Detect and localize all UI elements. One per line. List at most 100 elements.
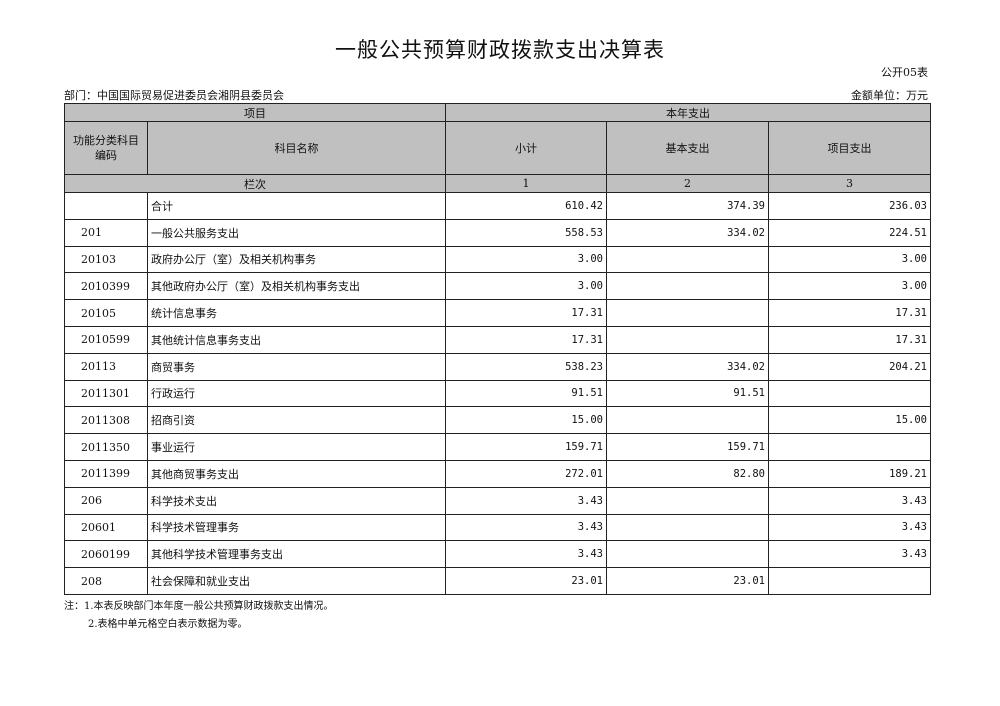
cell-basic: 374.39 xyxy=(606,192,769,220)
cell-basic: 334.02 xyxy=(606,352,769,381)
header-column-index: 栏次 xyxy=(64,174,446,193)
cell-basic xyxy=(606,325,769,354)
cell-project: 3.43 xyxy=(768,486,931,515)
cell-subtotal: 91.51 xyxy=(445,379,607,408)
cell-subtotal: 17.31 xyxy=(445,325,607,354)
header-current-year: 本年支出 xyxy=(445,103,931,122)
cell-name: 商贸事务 xyxy=(147,352,446,381)
cell-subtotal: 610.42 xyxy=(445,192,607,220)
cell-code: 2011350 xyxy=(64,433,148,461)
cell-name: 合计 xyxy=(147,192,446,220)
table-row: 合计 610.42 374.39 236.03 xyxy=(64,192,931,220)
cell-subtotal: 3.43 xyxy=(445,540,607,569)
notes: 注：1.本表反映部门本年度一般公共预算财政拨款支出情况。 2.表格中单元格空白表… xyxy=(64,598,334,634)
cell-code: 206 xyxy=(64,486,148,515)
cell-code xyxy=(64,192,148,220)
table-row: 20601 科学技术管理事务 3.43 3.43 xyxy=(64,513,931,542)
cell-subtotal: 3.43 xyxy=(445,486,607,515)
cell-project xyxy=(768,379,931,408)
cell-basic: 91.51 xyxy=(606,379,769,408)
cell-project: 3.00 xyxy=(768,272,931,301)
cell-basic xyxy=(606,513,769,542)
cell-subtotal: 558.53 xyxy=(445,218,607,247)
cell-name: 其他商贸事务支出 xyxy=(147,459,446,488)
header-func-code: 功能分类科目编码 xyxy=(64,121,148,175)
cell-basic: 334.02 xyxy=(606,218,769,247)
table-code: 公开05表 xyxy=(881,66,928,79)
cell-name: 其他政府办公厅（室）及相关机构事务支出 xyxy=(147,272,446,301)
table-row: 2011301 行政运行 91.51 91.51 xyxy=(64,379,931,408)
table-row: 2010399 其他政府办公厅（室）及相关机构事务支出 3.00 3.00 xyxy=(64,272,931,301)
cell-name: 招商引资 xyxy=(147,406,446,435)
cell-name: 科学技术支出 xyxy=(147,486,446,515)
header-row-2: 功能分类科目编码 科目名称 小计 基本支出 项目支出 xyxy=(64,121,931,175)
header-project-exp: 项目支出 xyxy=(768,121,931,175)
cell-subtotal: 159.71 xyxy=(445,433,607,461)
cell-basic: 159.71 xyxy=(606,433,769,461)
cell-basic xyxy=(606,486,769,515)
cell-basic xyxy=(606,245,769,274)
note-1: 注：1.本表反映部门本年度一般公共预算财政拨款支出情况。 xyxy=(64,601,334,612)
cell-code: 2010399 xyxy=(64,272,148,301)
cell-code: 208 xyxy=(64,567,148,595)
cell-name: 一般公共服务支出 xyxy=(147,218,446,247)
cell-project: 3.00 xyxy=(768,245,931,274)
cell-subtotal: 272.01 xyxy=(445,459,607,488)
cell-name: 行政运行 xyxy=(147,379,446,408)
table-row: 2011399 其他商贸事务支出 272.01 82.80 189.21 xyxy=(64,459,931,488)
cell-project xyxy=(768,433,931,461)
cell-code: 20103 xyxy=(64,245,148,274)
header-subject-name: 科目名称 xyxy=(147,121,446,175)
unit-label: 金额单位：万元 xyxy=(851,89,928,102)
cell-basic xyxy=(606,272,769,301)
cell-basic: 82.80 xyxy=(606,459,769,488)
cell-project: 17.31 xyxy=(768,299,931,327)
cell-code: 20105 xyxy=(64,299,148,327)
header-col2: 2 xyxy=(606,174,769,193)
cell-code: 2011308 xyxy=(64,406,148,435)
header-subtotal: 小计 xyxy=(445,121,607,175)
cell-subtotal: 15.00 xyxy=(445,406,607,435)
department-label: 部门：中国国际贸易促进委员会湘阴县委员会 xyxy=(64,89,284,102)
cell-project: 15.00 xyxy=(768,406,931,435)
table-row: 20103 政府办公厅（室）及相关机构事务 3.00 3.00 xyxy=(64,245,931,274)
header-basic: 基本支出 xyxy=(606,121,769,175)
table-body: 合计 610.42 374.39 236.03 201 一般公共服务支出 558.53 334… xyxy=(64,192,931,595)
cell-project: 3.43 xyxy=(768,513,931,542)
header-row-1: 项目 本年支出 xyxy=(64,103,931,122)
cell-name: 政府办公厅（室）及相关机构事务 xyxy=(147,245,446,274)
table-row: 201 一般公共服务支出 558.53 334.02 224.51 xyxy=(64,218,931,247)
cell-project: 17.31 xyxy=(768,325,931,354)
cell-subtotal: 3.43 xyxy=(445,513,607,542)
cell-project: 189.21 xyxy=(768,459,931,488)
cell-subtotal: 23.01 xyxy=(445,567,607,595)
cell-subtotal: 17.31 xyxy=(445,299,607,327)
cell-code: 2011301 xyxy=(64,379,148,408)
cell-subtotal: 538.23 xyxy=(445,352,607,381)
table-row: 208 社会保障和就业支出 23.01 23.01 xyxy=(64,567,931,595)
table-row: 2011350 事业运行 159.71 159.71 xyxy=(64,433,931,461)
cell-code: 2011399 xyxy=(64,459,148,488)
header-row-3: 栏次 1 2 3 xyxy=(64,174,931,193)
note-2: 2.表格中单元格空白表示数据为零。 xyxy=(88,619,248,630)
cell-basic xyxy=(606,540,769,569)
header-col1: 1 xyxy=(445,174,607,193)
cell-name: 科学技术管理事务 xyxy=(147,513,446,542)
cell-project: 236.03 xyxy=(768,192,931,220)
cell-project: 3.43 xyxy=(768,540,931,569)
cell-code: 201 xyxy=(64,218,148,247)
cell-name: 其他科学技术管理事务支出 xyxy=(147,540,446,569)
page-title: 一般公共预算财政拨款支出决算表 xyxy=(335,38,665,62)
cell-name: 社会保障和就业支出 xyxy=(147,567,446,595)
cell-name: 其他统计信息事务支出 xyxy=(147,325,446,354)
cell-name: 事业运行 xyxy=(147,433,446,461)
table-row: 206 科学技术支出 3.43 3.43 xyxy=(64,486,931,515)
header-project: 项目 xyxy=(64,103,446,122)
table-row: 2011308 招商引资 15.00 15.00 xyxy=(64,406,931,435)
table-row: 2060199 其他科学技术管理事务支出 3.43 3.43 xyxy=(64,540,931,569)
table-row: 20105 统计信息事务 17.31 17.31 xyxy=(64,299,931,327)
table-row: 2010599 其他统计信息事务支出 17.31 17.31 xyxy=(64,325,931,354)
cell-project xyxy=(768,567,931,595)
cell-subtotal: 3.00 xyxy=(445,272,607,301)
cell-subtotal: 3.00 xyxy=(445,245,607,274)
